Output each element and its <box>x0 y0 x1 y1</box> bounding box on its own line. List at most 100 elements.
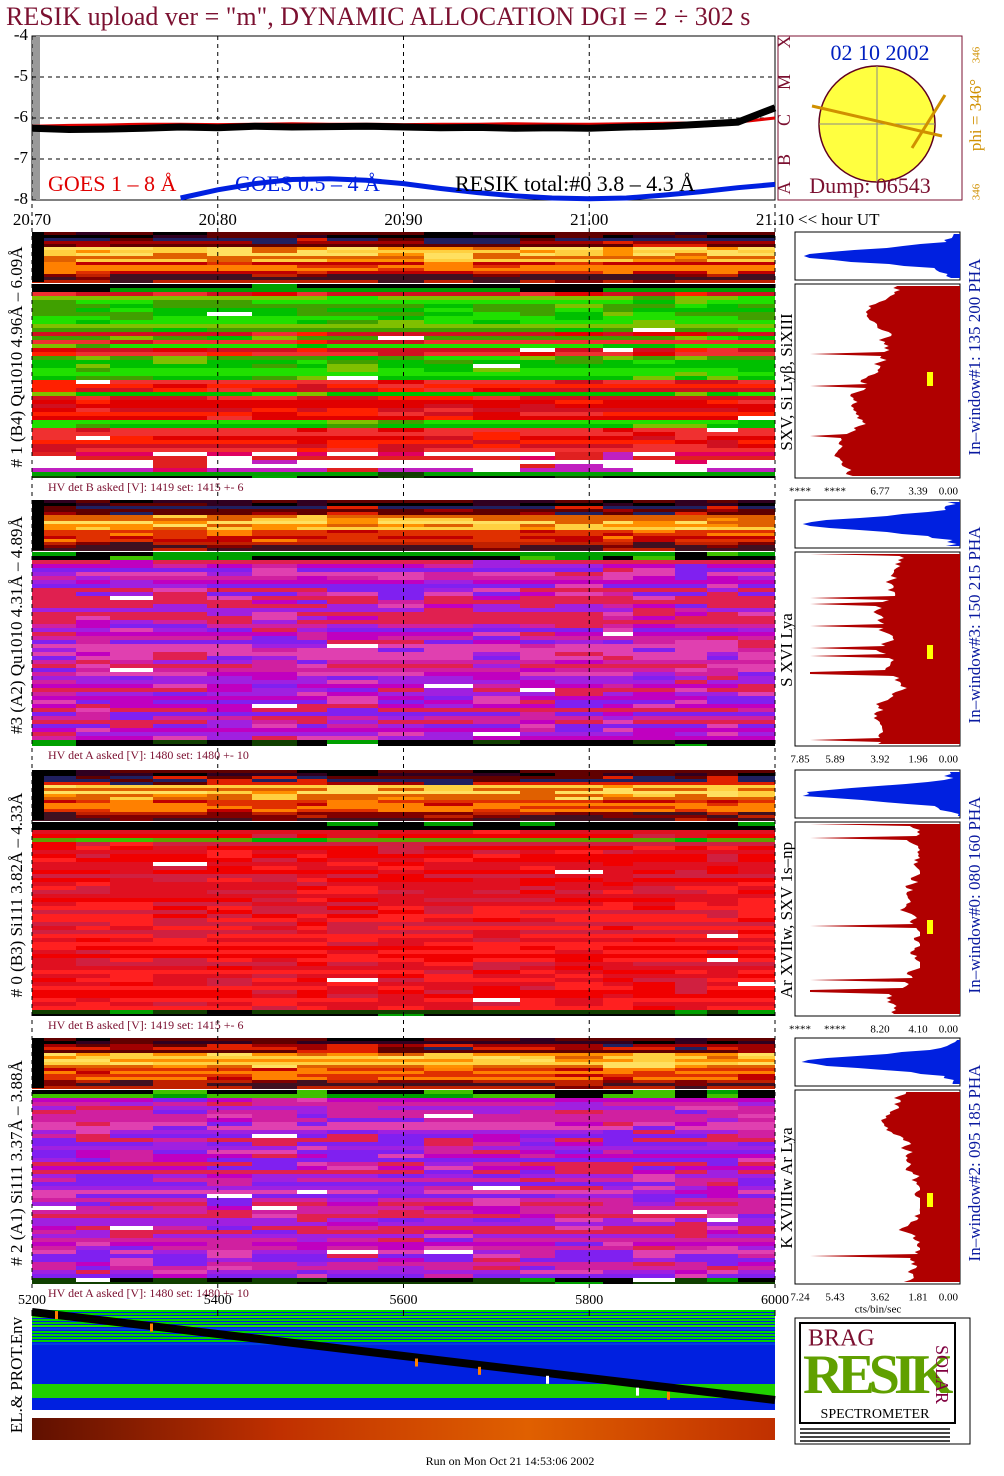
image-pixel <box>378 1106 424 1110</box>
image-pixel <box>555 942 603 946</box>
image-pixel <box>110 1146 153 1150</box>
logo-bottom: SPECTROMETER <box>821 1407 931 1422</box>
image-pixel <box>707 292 738 296</box>
image-pixel <box>520 874 555 878</box>
image-pixel <box>603 340 633 344</box>
window-label: In–window#3: 150 215 PHA <box>965 526 984 724</box>
image-pixel <box>707 986 738 990</box>
image-pixel <box>633 922 675 926</box>
image-pixel <box>297 1010 327 1014</box>
image-pixel <box>110 1238 153 1242</box>
image-pixel <box>378 696 424 700</box>
strip-pixel <box>633 1086 675 1089</box>
image-pixel <box>675 1134 707 1138</box>
strip-pixel <box>603 247 633 250</box>
image-pixel <box>327 652 378 656</box>
image-pixel <box>76 740 110 744</box>
image-pixel <box>327 994 378 998</box>
image-pixel <box>633 680 675 684</box>
image-pixel <box>378 476 424 478</box>
strip-pixel <box>675 509 707 512</box>
image-pixel <box>520 552 555 556</box>
image-pixel <box>297 1190 327 1194</box>
image-pixel <box>153 1010 207 1014</box>
strip-pixel <box>110 1077 153 1080</box>
strip-pixel <box>473 274 520 277</box>
image-pixel <box>76 612 110 616</box>
image-pixel <box>738 428 775 432</box>
track-marker <box>415 1358 418 1367</box>
image-pixel <box>327 324 378 328</box>
strip-pixel <box>424 1056 473 1059</box>
image-pixel <box>110 1118 153 1122</box>
image-pixel <box>603 668 633 672</box>
strip-pixel <box>32 794 76 797</box>
image-pixel <box>252 648 297 652</box>
image-pixel <box>555 886 603 890</box>
image-pixel <box>520 862 555 866</box>
image-pixel <box>378 1006 424 1010</box>
image-pixel <box>555 974 603 978</box>
image-pixel <box>738 978 775 982</box>
image-pixel <box>32 1262 76 1266</box>
image-pixel <box>738 1282 775 1284</box>
strip-pixel <box>327 247 378 250</box>
image-pixel <box>520 728 555 732</box>
image-pixel <box>207 376 252 380</box>
image-pixel <box>738 284 775 288</box>
image-pixel <box>76 1250 110 1254</box>
image-pixel <box>252 644 297 648</box>
strip-pixel <box>675 806 707 809</box>
image-pixel <box>603 392 633 396</box>
image-pixel <box>297 966 327 970</box>
image-pixel <box>378 1246 424 1250</box>
image-pixel <box>707 312 738 316</box>
image-pixel <box>555 1262 603 1266</box>
image-pixel <box>738 440 775 444</box>
image-pixel <box>603 898 633 902</box>
image-pixel <box>555 1118 603 1122</box>
image-pixel <box>207 1266 252 1270</box>
strip-pixel <box>378 1074 424 1077</box>
image-pixel <box>555 898 603 902</box>
image-pixel <box>153 934 207 938</box>
image-pixel <box>520 1142 555 1146</box>
image-pixel <box>473 878 520 882</box>
image-pixel <box>32 1214 76 1218</box>
image-pixel <box>76 1110 110 1114</box>
image-pixel <box>555 1210 603 1214</box>
image-pixel <box>252 336 297 340</box>
image-pixel <box>153 886 207 890</box>
strip-pixel <box>207 238 252 241</box>
image-pixel <box>520 1190 555 1194</box>
strip-pixel <box>252 521 297 524</box>
image-pixel <box>297 628 327 632</box>
strip-pixel <box>327 512 378 515</box>
image-pixel <box>252 316 297 320</box>
image-pixel <box>473 344 520 348</box>
strip-pixel <box>707 1077 738 1080</box>
image-pixel <box>32 696 76 700</box>
image-pixel <box>153 1142 207 1146</box>
image-pixel <box>207 1202 252 1206</box>
strip-pixel <box>555 259 603 262</box>
image-pixel <box>153 830 207 834</box>
image-pixel <box>297 736 327 740</box>
image-pixel <box>424 950 473 954</box>
strip-pixel <box>555 274 603 277</box>
image-pixel <box>153 400 207 404</box>
strip-pixel <box>473 503 520 506</box>
image-pixel <box>76 440 110 444</box>
image-pixel <box>675 1258 707 1262</box>
image-pixel <box>473 894 520 898</box>
image-pixel <box>153 628 207 632</box>
image-pixel <box>675 1170 707 1174</box>
image-pixel <box>633 1154 675 1158</box>
image-pixel <box>555 628 603 632</box>
image-pixel <box>520 1266 555 1270</box>
image-pixel <box>110 292 153 296</box>
strip-pixel <box>378 515 424 518</box>
image-pixel <box>707 842 738 846</box>
image-pixel <box>378 1102 424 1106</box>
strip-pixel <box>297 253 327 256</box>
